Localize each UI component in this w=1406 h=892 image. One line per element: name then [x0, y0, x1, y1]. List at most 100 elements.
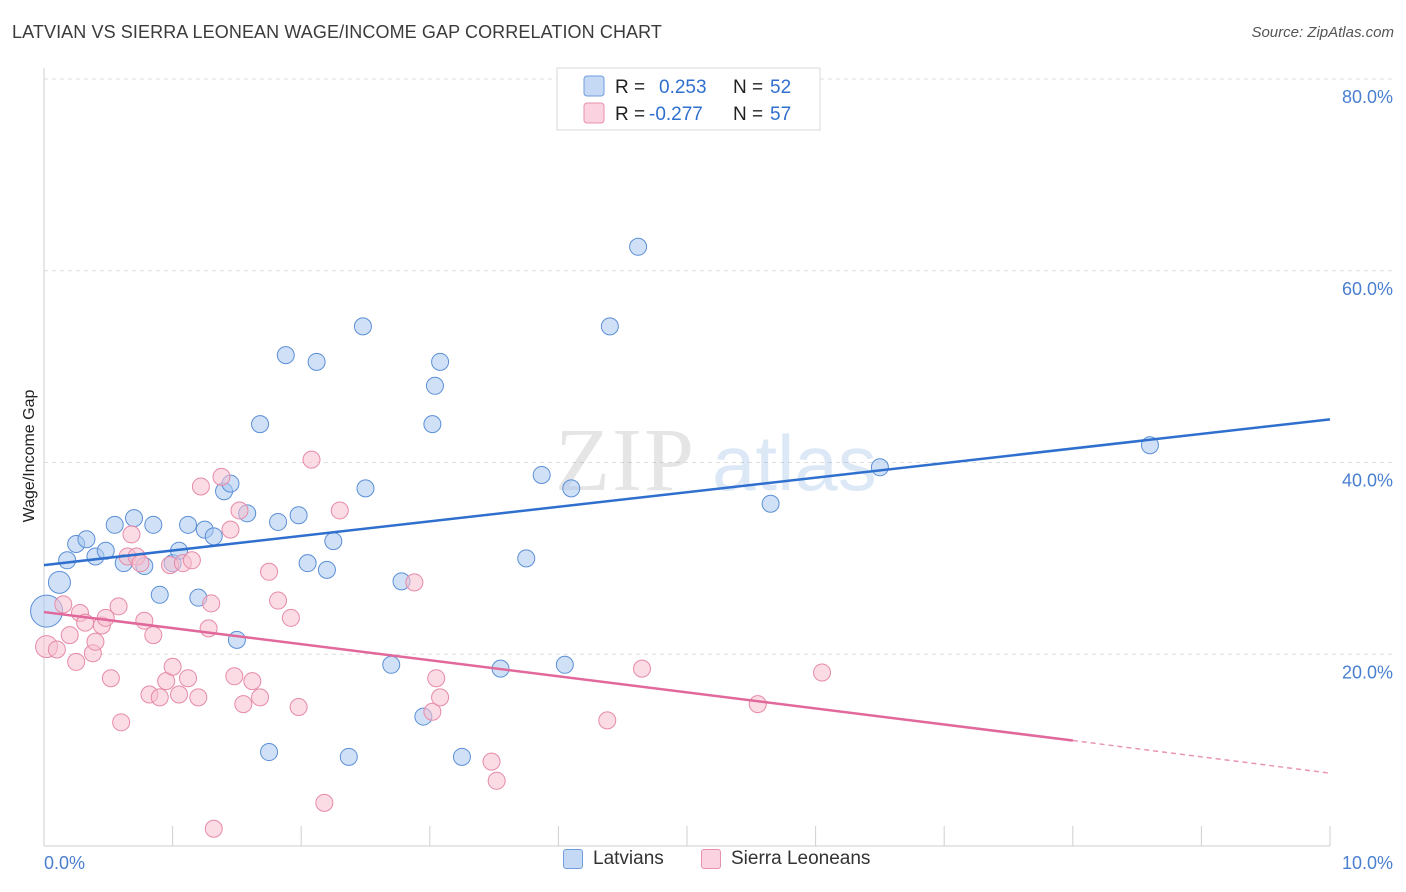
latvians-point-28: [298, 554, 317, 573]
latvians-point-43: [517, 549, 536, 568]
latvians-point-31: [324, 532, 343, 551]
latvians-point-4: [77, 530, 96, 549]
sierra-leoneans-point-34: [221, 520, 240, 539]
latvians-point-32: [339, 747, 358, 766]
sierra-leoneans-point-49: [427, 669, 446, 688]
sierra-leoneans-point-52: [487, 771, 506, 790]
latvians-point-18: [204, 527, 223, 546]
legend-r-value-2: -0.277: [649, 104, 703, 125]
sierra-leoneans-point-21: [150, 688, 169, 707]
sierra-leoneans-point-41: [269, 591, 288, 610]
sierra-leoneans-point-50: [431, 688, 450, 707]
y-axis-label: Wage/Income Gap: [21, 390, 38, 523]
sierra-leoneans-point-12: [109, 597, 128, 616]
latvians-swatch: [563, 849, 583, 869]
latvians-point-15: [179, 515, 198, 534]
sierra-leoneans-point-44: [302, 450, 321, 469]
sierra-leoneans-point-35: [225, 667, 244, 686]
sierra-leoneans-point-39: [251, 688, 270, 707]
sierra-leoneans-trend-extension: [1072, 739, 1331, 774]
sierra-leoneans-point-13: [112, 713, 131, 732]
tick-labels: 20.0% 40.0% 60.0% 80.0% 0.0% 10.0%: [44, 87, 1393, 873]
sierra-leoneans-point-40: [260, 562, 279, 581]
sierra-leoneans-point-36: [230, 501, 249, 520]
x-tick-label-end: 10.0%: [1342, 853, 1393, 873]
sierra-leoneans-point-45: [315, 793, 334, 812]
legend-n-value-2: 57: [770, 104, 791, 125]
latvians-point-23: [251, 415, 270, 434]
sierra-leoneans-point-57: [204, 819, 223, 838]
chart-title: LATVIAN VS SIERRA LEONEAN WAGE/INCOME GA…: [12, 22, 663, 42]
sierra-leoneans-point-43: [289, 697, 308, 716]
legend-r-label-2: R =: [615, 104, 645, 125]
sierra-leoneans-trend-line: [43, 610, 1073, 742]
latvians-point-46: [562, 479, 581, 498]
series-legend: Latvians Sierra Leoneans: [0, 848, 1406, 880]
legend-label-latvians: Latvians: [593, 848, 664, 869]
sierra-leoneans-point-29: [189, 688, 208, 707]
sierra-leoneans-point-55: [748, 695, 767, 714]
legend-label-sierra-leoneans: Sierra Leoneans: [731, 848, 871, 869]
latvians-point-39: [425, 376, 444, 395]
sierra-leoneans-point-28: [182, 551, 201, 570]
latvians-point-44: [532, 465, 551, 484]
latvians-point-49: [761, 494, 780, 513]
sierra-leoneans-swatch: [701, 849, 721, 869]
legend-swatch-pink: [583, 102, 605, 124]
sierra-leoneans-point-47: [405, 573, 424, 592]
latvians-point-11: [144, 515, 163, 534]
axes: [43, 68, 1331, 847]
sierra-leoneans-point-25: [170, 685, 189, 704]
legend-n-label-1: N =: [733, 77, 763, 98]
sierra-leoneans-point-30: [191, 477, 210, 496]
latvians-point-40: [431, 352, 450, 371]
latvians-point-24: [260, 743, 279, 762]
sierra-leoneans-point-17: [131, 554, 150, 573]
legend-r-label-1: R =: [615, 77, 645, 98]
legend-swatch-blue: [583, 75, 605, 97]
latvians-point-29: [307, 352, 326, 371]
latvians-point-26: [276, 346, 295, 365]
sierra-leoneans-point-38: [243, 672, 262, 691]
latvians-point-38: [423, 415, 442, 434]
latvians-point-25: [269, 512, 288, 531]
sierra-leoneans-point-11: [101, 669, 120, 688]
sierra-leoneans-points: [35, 450, 832, 838]
sierra-leoneans-point-24: [163, 657, 182, 676]
sierra-leoneans-point-32: [202, 594, 221, 613]
sierra-leoneans-point-33: [212, 467, 231, 486]
sierra-leoneans-point-20: [144, 626, 163, 645]
latvians-point-27: [289, 506, 308, 525]
correlation-legend: R = 0.253 N = 52 R = -0.277 N = 57: [556, 67, 821, 131]
sierra-leoneans-point-27: [179, 669, 198, 688]
watermark: ZIP atlas: [555, 411, 877, 510]
latvians-point-21: [227, 630, 246, 649]
sierra-leoneans-point-8: [86, 632, 105, 651]
gridlines: [44, 78, 1392, 655]
source-label: Source: ZipAtlas.com: [1251, 24, 1394, 41]
latvians-point-48: [629, 237, 648, 256]
latvians-point-12: [150, 585, 169, 604]
sierra-leoneans-point-37: [234, 695, 253, 714]
sierra-leoneans-point-1: [47, 640, 66, 659]
sierra-leoneans-point-46: [330, 501, 349, 520]
sierra-leoneans-point-2: [54, 595, 73, 614]
legend-n-value-1: 52: [770, 77, 791, 98]
sierra-leoneans-point-48: [423, 702, 442, 721]
latvians-point-50: [870, 458, 889, 477]
latvians-trend-line: [43, 418, 1331, 567]
x-tick-label-start: 0.0%: [44, 853, 85, 873]
latvians-point-7: [105, 515, 124, 534]
y-tick-label-40: 40.0%: [1342, 471, 1393, 491]
latvians-point-47: [600, 317, 619, 336]
latvians-point-33: [353, 317, 372, 336]
legend-n-label-2: N =: [733, 104, 763, 125]
latvians-point-45: [555, 655, 574, 674]
legend-item-latvians[interactable]: Latvians: [563, 848, 664, 870]
legend-r-value-1: 0.253: [659, 77, 707, 98]
y-tick-label-80: 80.0%: [1342, 87, 1393, 107]
y-tick-label-60: 60.0%: [1342, 279, 1393, 299]
latvians-point-41: [452, 747, 471, 766]
y-tick-label-20: 20.0%: [1342, 662, 1393, 682]
legend-item-sierra-leoneans[interactable]: Sierra Leoneans: [701, 848, 870, 870]
